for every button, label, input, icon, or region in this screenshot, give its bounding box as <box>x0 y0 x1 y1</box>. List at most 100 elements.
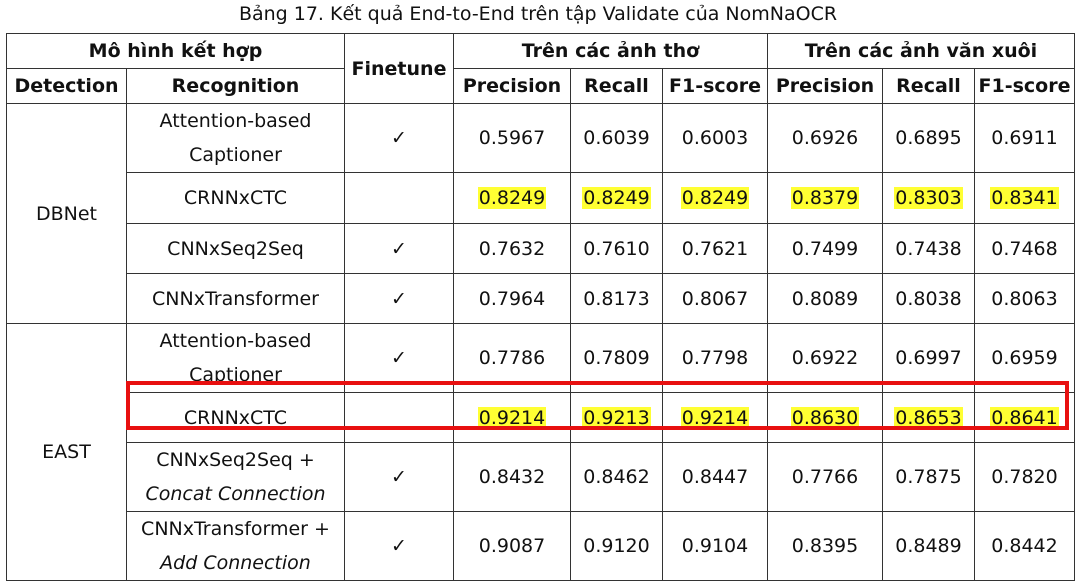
metric-cell: 0.6922 <box>767 323 883 393</box>
metric-value: 0.6959 <box>991 347 1058 369</box>
metric-value: 0.6997 <box>895 347 962 369</box>
metric-cell: 0.8489 <box>882 511 975 581</box>
metric-cell: 0.9213 <box>570 392 663 443</box>
metric-cell: 0.6003 <box>662 103 768 173</box>
table-row: CNNxTransformer + Add Connection ✓ 0.9087 0.… <box>7 511 1075 581</box>
metric-cell: 0.9120 <box>570 511 663 581</box>
metric-value: 0.6922 <box>791 347 859 369</box>
metric-cell: 0.7786 <box>453 323 571 393</box>
metric-value: 0.8063 <box>991 287 1058 310</box>
table-row: EAST Attention-based Captioner ✓ 0.7786 0.780… <box>6 323 1075 581</box>
metric-value: 0.8630 <box>790 406 860 429</box>
recognition-label: CNNxTransformer <box>152 287 319 310</box>
metric-cell: 0.8432 <box>453 442 571 512</box>
finetune-cell: ✓ <box>344 323 454 393</box>
metric-cell: 0.8447 <box>662 442 768 512</box>
metric-value: 0.8432 <box>478 466 546 488</box>
metric-value: 0.6003 <box>681 127 749 149</box>
metric-cell: 0.8630 <box>767 392 883 443</box>
metric-value: 0.7610 <box>583 237 650 260</box>
metric-cell: 0.7438 <box>882 223 975 274</box>
metric-value: 0.6926 <box>791 127 859 149</box>
table-caption: Bảng 17. Kết quả End-to-End trên tập Val… <box>238 3 838 25</box>
metric-cell: 0.8089 <box>767 273 883 324</box>
prose-f1-header: F1-score <box>974 68 1075 104</box>
detection-cell: DBNet <box>6 103 127 324</box>
metric-value: 0.8462 <box>583 466 650 488</box>
metric-cell: 0.7610 <box>570 223 663 274</box>
metric-value: 0.8489 <box>895 535 962 557</box>
recognition-header: Recognition <box>126 68 345 104</box>
metric-cell: 0.8249 <box>453 172 571 224</box>
metric-cell: 0.7809 <box>570 323 663 393</box>
metric-value: 0.8067 <box>681 287 749 310</box>
metric-cell: 0.9214 <box>662 392 768 443</box>
metric-value: 0.6039 <box>583 127 650 149</box>
poetry-group-header: Trên các ảnh thơ <box>453 33 768 69</box>
metric-value: 0.8379 <box>790 187 860 209</box>
table-row: CRNNxCTC 0.8249 0.8249 0.8249 0.8379 0.8303 0.… <box>7 172 1075 224</box>
metric-value: 0.8249 <box>477 187 547 209</box>
metric-value: 0.7786 <box>478 347 546 369</box>
metric-value: 0.9120 <box>583 535 650 557</box>
metric-value: 0.6911 <box>991 127 1058 149</box>
detection-cell: EAST <box>6 323 127 581</box>
finetune-cell: ✓ <box>344 223 454 274</box>
metric-cell: 0.8395 <box>767 511 883 581</box>
metric-value: 0.7820 <box>991 466 1058 488</box>
finetune-cell: ✓ <box>344 273 454 324</box>
recognition-label-line2: Add Connection <box>160 552 311 574</box>
metric-cell: 0.6959 <box>974 323 1075 393</box>
prose-group-header: Trên các ảnh văn xuôi <box>767 33 1075 69</box>
metric-value: 0.8038 <box>895 287 962 310</box>
recognition-cell: Attention-based Captioner <box>126 323 345 393</box>
recognition-label: CRNNxCTC <box>183 406 288 429</box>
metric-cell: 0.7766 <box>767 442 883 512</box>
metric-cell: 0.8442 <box>974 511 1075 581</box>
metric-cell: 0.8173 <box>570 273 663 324</box>
metric-value: 0.8447 <box>681 466 749 488</box>
recognition-label-line2: Concat Connection <box>145 483 326 505</box>
recognition-label: CNNxTransformer + <box>141 518 330 540</box>
header-row-1: Mô hình kết hợp Finetune Trên các ảnh th… <box>6 33 1075 104</box>
finetune-cell: ✓ <box>344 103 454 173</box>
recognition-cell: CNNxSeq2Seq + Concat Connection <box>126 442 345 512</box>
metric-value: 0.8249 <box>680 187 750 209</box>
poetry-f1-header: F1-score <box>662 68 768 104</box>
metric-cell: 0.8038 <box>882 273 975 324</box>
metric-cell: 0.8341 <box>974 172 1075 224</box>
metric-cell: 0.8063 <box>974 273 1075 324</box>
metric-value: 0.7621 <box>681 237 749 260</box>
metric-cell: 0.8641 <box>974 392 1075 443</box>
metric-cell: 0.7621 <box>662 223 768 274</box>
metric-value: 0.8303 <box>894 187 963 209</box>
metric-value: 0.7499 <box>791 237 859 260</box>
recognition-label: Attention-based <box>159 330 312 352</box>
metric-value: 0.8653 <box>894 406 963 429</box>
finetune-cell: ✓ <box>344 511 454 581</box>
recognition-label: CRNNxCTC <box>183 187 288 209</box>
metric-cell: 0.7499 <box>767 223 883 274</box>
metric-value: 0.8249 <box>582 187 651 209</box>
metric-value: 0.7809 <box>583 347 650 369</box>
finetune-cell <box>344 392 454 443</box>
detection-header: Detection <box>6 68 127 104</box>
recognition-label: CNNxSeq2Seq <box>167 237 304 260</box>
prose-recall-header: Recall <box>882 68 975 104</box>
recognition-label-line2: Captioner <box>189 144 282 166</box>
metric-value: 0.5967 <box>478 127 546 149</box>
results-table: Mô hình kết hợp Finetune Trên các ảnh th… <box>6 33 1075 581</box>
metric-cell: 0.7632 <box>453 223 571 274</box>
metric-cell: 0.6911 <box>974 103 1075 173</box>
metric-cell: 0.5967 <box>453 103 571 173</box>
metric-value: 0.9104 <box>681 535 749 557</box>
recognition-cell: Attention-based Captioner <box>126 103 345 173</box>
metric-value: 0.9214 <box>477 406 547 429</box>
recognition-label: Attention-based <box>159 110 312 132</box>
metric-cell: 0.9104 <box>662 511 768 581</box>
metric-value: 0.8395 <box>791 535 859 557</box>
recognition-label-line2: Captioner <box>189 364 282 386</box>
metric-value: 0.7766 <box>791 466 859 488</box>
recognition-cell: CRNNxCTC <box>126 172 345 224</box>
model-group-header: Mô hình kết hợp <box>6 33 345 69</box>
